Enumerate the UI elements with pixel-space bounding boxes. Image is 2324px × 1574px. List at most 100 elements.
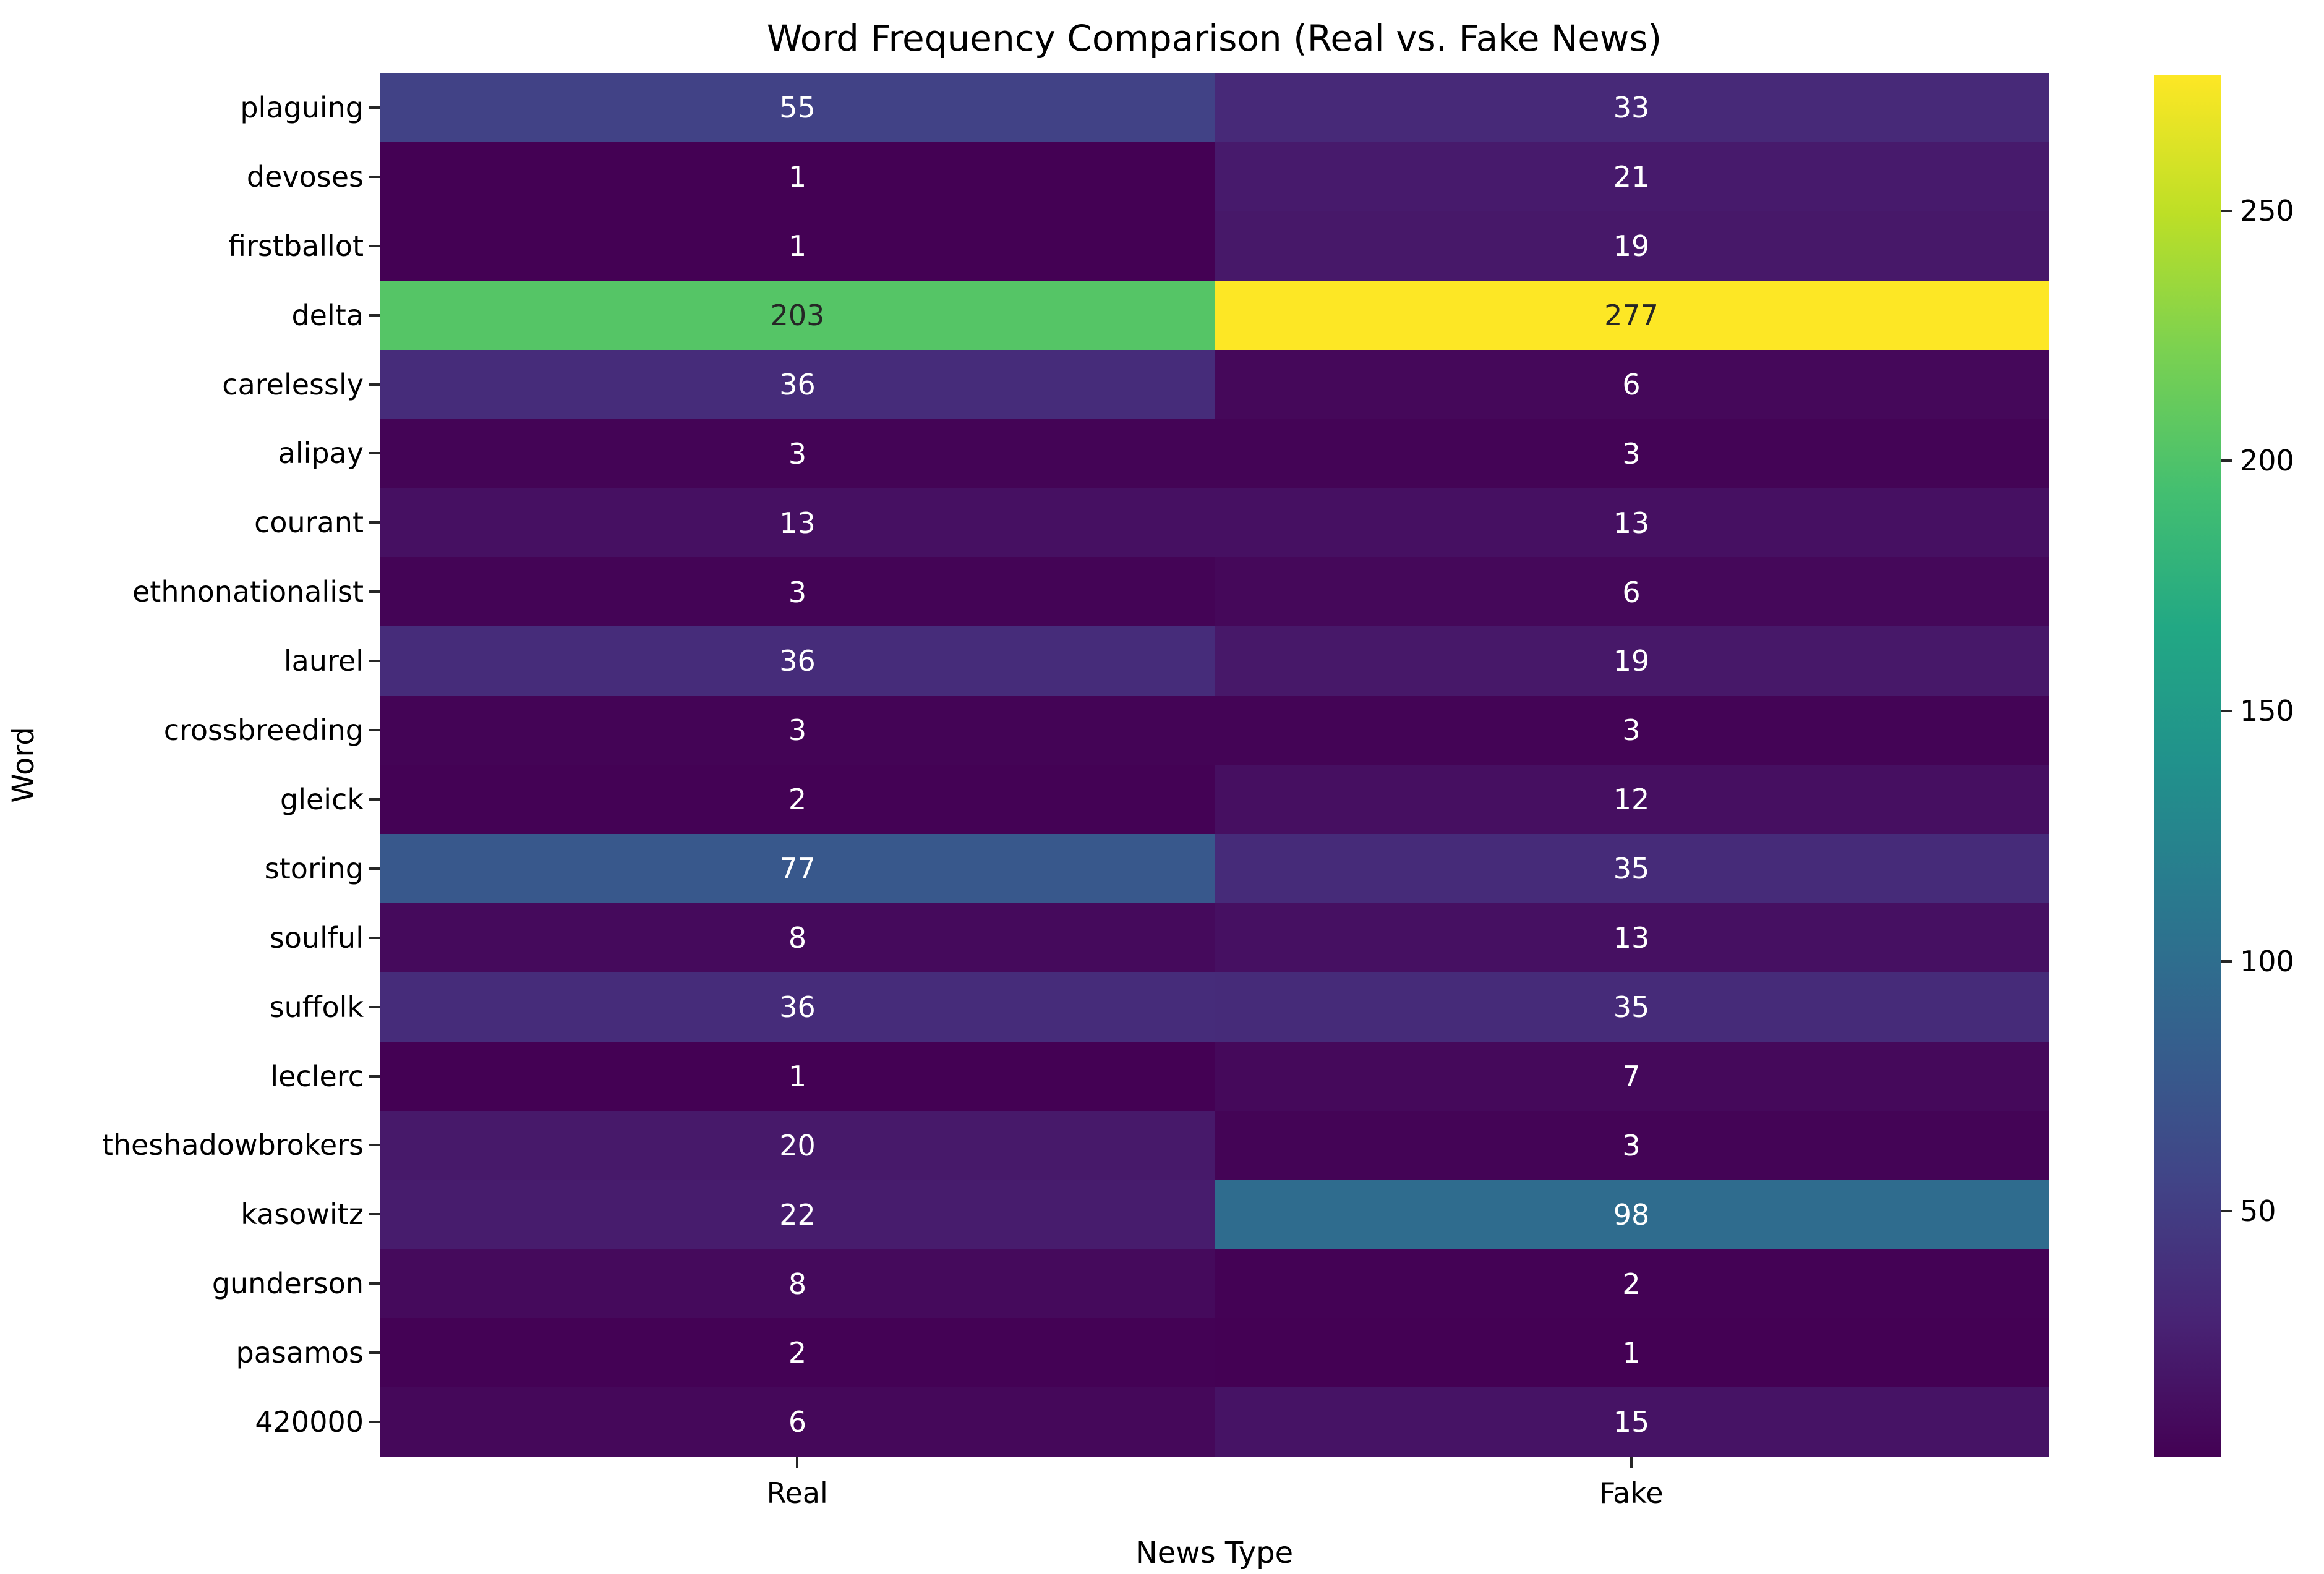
heatmap-cell: 1 (380, 1041, 1215, 1112)
cell-value: 3 (1622, 713, 1641, 747)
heatmap-cell: 77 (380, 833, 1215, 904)
cell-value: 8 (788, 921, 807, 955)
y-tick-mark (369, 175, 380, 178)
y-tick-label: theshadowbrokers (101, 1128, 364, 1162)
cell-value: 35 (1613, 852, 1650, 886)
y-tick-label: gunderson (211, 1267, 364, 1301)
cell-value: 36 (779, 990, 816, 1024)
heatmap-cell: 13 (1214, 903, 2049, 973)
y-tick-label: plaguing (240, 90, 364, 124)
y-tick-mark (369, 106, 380, 109)
heatmap-cell: 2 (380, 765, 1215, 835)
heatmap-cell: 15 (1214, 1387, 2049, 1457)
heatmap-cell: 22 (380, 1180, 1215, 1249)
y-tick-mark (369, 244, 380, 247)
y-tick-mark (369, 1005, 380, 1008)
cell-value: 12 (1613, 783, 1650, 817)
y-tick-label: leclerc (270, 1059, 364, 1093)
heatmap-cell: 277 (1214, 280, 2049, 351)
y-tick-label: ethnonationalist (132, 575, 364, 609)
cell-value: 13 (1613, 921, 1650, 955)
cell-value: 36 (779, 644, 816, 678)
cell-value: 55 (779, 91, 816, 125)
x-tick-mark (1630, 1457, 1633, 1468)
heatmap-cell: 21 (1214, 142, 2049, 212)
cell-value: 33 (1613, 91, 1650, 125)
cell-value: 3 (788, 575, 807, 609)
heatmap-cell: 19 (1214, 626, 2049, 696)
heatmap-cell: 12 (1214, 765, 2049, 835)
x-tick-mark (796, 1457, 799, 1468)
cell-value: 3 (1622, 1128, 1641, 1162)
cell-value: 1 (788, 160, 807, 194)
y-tick-label: storing (264, 851, 364, 885)
y-tick-mark (369, 936, 380, 939)
heatmap-cell: 6 (380, 1387, 1215, 1457)
x-tick-label: Fake (1599, 1476, 1664, 1510)
cell-value: 1 (788, 1059, 807, 1093)
colorbar-tick-mark (2221, 959, 2232, 963)
cell-value: 20 (779, 1128, 816, 1162)
cell-value: 3 (788, 713, 807, 747)
y-tick-label: devoses (246, 160, 364, 194)
cell-value: 2 (788, 783, 807, 817)
cell-value: 3 (1622, 436, 1641, 470)
heatmap-cell: 36 (380, 349, 1215, 420)
heatmap-cell: 19 (1214, 211, 2049, 281)
heatmap-cell: 36 (380, 626, 1215, 696)
cell-value: 13 (1613, 506, 1650, 540)
heatmap-cell: 98 (1214, 1180, 2049, 1249)
heatmap-cell: 6 (1214, 349, 2049, 420)
cell-value: 6 (1622, 575, 1641, 609)
colorbar-tick-label: 150 (2240, 694, 2294, 728)
y-tick-mark (369, 1074, 380, 1078)
cell-value: 6 (788, 1405, 807, 1439)
heatmap-cell: 1 (380, 211, 1215, 281)
cell-value: 36 (779, 367, 816, 401)
cell-value: 203 (770, 298, 825, 332)
cell-value: 13 (779, 506, 816, 540)
y-tick-mark (369, 452, 380, 455)
cell-value: 21 (1613, 160, 1650, 194)
y-tick-mark (369, 1351, 380, 1355)
y-tick-label: pasamos (236, 1336, 364, 1370)
x-axis-title: News Type (1135, 1536, 1294, 1570)
y-tick-mark (369, 660, 380, 663)
cell-value: 7 (1622, 1059, 1641, 1093)
chart-title: Word Frequency Comparison (Real vs. Fake… (766, 17, 1662, 59)
heatmap-cell: 3 (1214, 1110, 2049, 1180)
y-tick-label: courant (254, 506, 364, 540)
cell-value: 22 (779, 1198, 816, 1232)
cell-value: 1 (1622, 1336, 1641, 1370)
y-tick-label: firstballot (228, 229, 364, 263)
heatmap-cell: 8 (380, 903, 1215, 973)
cell-value: 77 (779, 852, 816, 886)
heatmap-cell: 33 (1214, 73, 2049, 143)
heatmap-cell: 36 (380, 972, 1215, 1042)
heatmap-cell: 2 (380, 1318, 1215, 1388)
cell-value: 8 (788, 1267, 807, 1301)
y-tick-label: 420000 (255, 1405, 364, 1439)
heatmap-cell: 203 (380, 280, 1215, 351)
heatmap-cell: 13 (1214, 488, 2049, 558)
y-tick-label: soulful (269, 921, 364, 955)
colorbar-tick-mark (2221, 1210, 2232, 1213)
cell-value: 35 (1613, 990, 1650, 1024)
heatmap-cell: 1 (1214, 1318, 2049, 1388)
cell-value: 2 (1622, 1267, 1641, 1301)
y-tick-mark (369, 1282, 380, 1285)
y-tick-mark (369, 798, 380, 801)
y-tick-mark (369, 867, 380, 870)
y-tick-mark (369, 313, 380, 317)
colorbar-gradient (2154, 75, 2221, 1457)
colorbar-tick-mark (2221, 709, 2232, 712)
y-tick-label: delta (291, 298, 364, 332)
colorbar-tick-mark (2221, 459, 2232, 462)
cell-value: 15 (1613, 1405, 1650, 1439)
heatmap-cell: 35 (1214, 833, 2049, 904)
heatmap-cell: 3 (380, 696, 1215, 765)
cell-value: 98 (1613, 1198, 1650, 1232)
heatmap-cell: 3 (1214, 696, 2049, 765)
y-tick-mark (369, 521, 380, 524)
